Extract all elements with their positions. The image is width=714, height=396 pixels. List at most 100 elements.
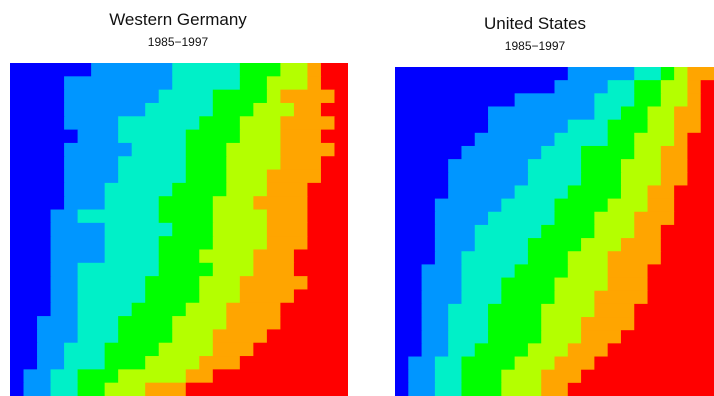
heatmap-cell-band xyxy=(700,119,714,134)
heatmap-cell-band xyxy=(434,251,463,265)
heatmap-cell-band xyxy=(674,185,714,200)
heatmap-cell-band xyxy=(185,142,227,157)
heatmap-cell-band xyxy=(253,196,309,211)
heatmap-cell-band xyxy=(10,89,65,104)
heatmap-cell-band xyxy=(77,329,119,344)
heatmap-cell-band xyxy=(408,356,436,371)
heatmap-cell-band xyxy=(421,277,463,292)
heatmap-cell-band xyxy=(307,209,348,224)
heatmap-cell-band xyxy=(620,106,649,121)
heatmap-cell-band xyxy=(280,142,336,157)
heatmap-cell-band xyxy=(10,329,38,344)
heatmap-cell-band xyxy=(50,382,79,396)
heatmap-cell-band xyxy=(172,76,241,91)
heatmap-cell-band xyxy=(395,251,436,265)
heatmap-cell-band xyxy=(185,129,241,144)
heatmap-cell-band xyxy=(158,196,214,211)
heatmap-panel-western-germany: Western Germany 1985−1997 xyxy=(0,0,356,396)
heatmap-cell-band xyxy=(581,159,622,173)
heatmap-western-germany xyxy=(10,63,348,396)
heatmap-cell-band xyxy=(104,249,160,264)
heatmap-cell-band xyxy=(395,382,409,396)
heatmap-cell-band xyxy=(64,169,119,184)
heatmap-cell-band xyxy=(567,382,714,396)
heatmap-cell-band xyxy=(514,93,595,108)
heatmap-cell-band xyxy=(226,169,268,184)
heatmap-cell-band xyxy=(554,80,609,94)
heatmap-cell-band xyxy=(674,106,702,121)
heatmap-cell-band xyxy=(434,224,476,239)
heatmap-cell-band xyxy=(434,369,463,384)
heatmap-cell-band xyxy=(226,142,281,157)
heatmap-cell-band xyxy=(461,277,502,292)
heatmap-cell-band xyxy=(395,145,463,160)
heatmap-cell-band xyxy=(280,116,336,131)
heatmap-cell-band xyxy=(104,382,146,396)
heatmap-cell-band xyxy=(461,290,502,305)
heatmap-cell-band xyxy=(253,102,295,117)
heatmap-cell-band xyxy=(448,172,529,187)
heatmap-cell-band xyxy=(395,303,423,318)
heatmap-cell-band xyxy=(607,277,649,292)
heatmap-cell-band xyxy=(280,316,348,330)
heatmap-cell-band xyxy=(687,145,714,160)
heatmap-cell-band xyxy=(395,106,489,121)
heatmap-cell-band xyxy=(145,289,200,304)
heatmap-cell-band xyxy=(607,264,649,279)
heatmap-cell-band xyxy=(280,89,336,104)
heatmap-cell-band xyxy=(514,264,569,279)
heatmap-cell-band xyxy=(158,262,214,277)
heatmap-cell-band xyxy=(253,249,295,264)
heatmap-cell-band xyxy=(395,277,423,292)
heatmap-cell-band xyxy=(64,116,119,131)
heatmap-cell-band xyxy=(131,302,187,317)
heatmap-cell-band xyxy=(104,222,173,237)
heatmap-cell-band xyxy=(647,264,714,279)
heatmap-cell-band xyxy=(660,67,675,81)
heatmap-cell-band xyxy=(118,369,187,384)
heatmap-cell-band xyxy=(581,317,635,331)
heatmap-cell-band xyxy=(647,185,675,200)
heatmap-cell-band xyxy=(501,277,556,292)
heatmap-cell-band xyxy=(501,290,556,305)
heatmap-cell-band xyxy=(634,93,662,108)
heatmap-cell-band xyxy=(118,329,173,344)
heatmap-cell-band xyxy=(64,102,146,117)
heatmap-cell-band xyxy=(307,276,348,291)
heatmap-cell-band xyxy=(185,382,348,396)
heatmap-cell-band xyxy=(634,132,675,147)
heatmap-cell-band xyxy=(199,289,241,304)
heatmap-cell-band xyxy=(395,119,489,134)
heatmap-cell-band xyxy=(541,303,595,318)
heatmap-cell-band xyxy=(253,342,348,357)
heatmap-cell-band xyxy=(212,329,268,344)
heatmap-cell-band xyxy=(474,238,529,252)
heatmap-cell-band xyxy=(607,251,662,265)
heatmap-cell-band xyxy=(104,182,173,197)
heatmap-cell-band xyxy=(408,382,436,396)
heatmap-cell-band xyxy=(64,182,106,197)
heatmap-cell-band xyxy=(239,63,281,77)
heatmap-cell-band xyxy=(307,222,348,237)
heatmap-cell-band xyxy=(434,356,463,371)
heatmap-cell-band xyxy=(448,185,516,200)
heatmap-cell-band xyxy=(448,343,476,358)
heatmap-cell-band xyxy=(474,224,542,239)
heatmap-cell-band xyxy=(172,222,214,237)
heatmap-cell-band xyxy=(395,67,569,81)
heatmap-cell-band xyxy=(280,156,322,171)
heatmap-cell-band xyxy=(620,159,662,173)
heatmap-cell-band xyxy=(185,169,227,184)
heatmap-cell-band xyxy=(266,169,322,184)
heatmap-cell-band xyxy=(660,145,689,160)
heatmap-cell-band xyxy=(91,63,173,77)
heatmap-cell-band xyxy=(226,156,281,171)
heatmap-cell-band xyxy=(541,145,582,160)
heatmap-cell-band xyxy=(280,129,322,144)
heatmap-cell-band xyxy=(104,236,160,251)
heatmap-cell-band xyxy=(594,356,714,371)
heatmap-cell-band xyxy=(77,276,146,291)
heatmap-cell-band xyxy=(10,262,52,277)
heatmap-cell-band xyxy=(554,132,609,147)
heatmap-cell-band xyxy=(541,330,582,344)
